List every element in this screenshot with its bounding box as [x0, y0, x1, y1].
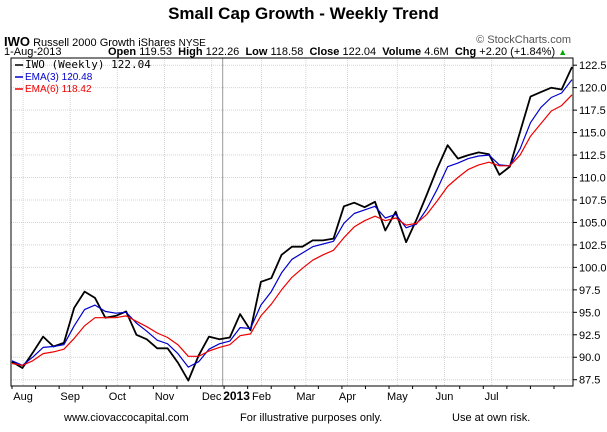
x-tick-label: 2013 — [223, 389, 250, 403]
series-line — [11, 94, 573, 366]
high-value: 122.26 — [205, 46, 240, 58]
legend-label: IWO (Weekly) 122.04 — [25, 58, 151, 71]
y-tick-label: 100.0 — [579, 262, 607, 274]
ohlc-line: Open 119.53 High 122.26 Low 118.58 Close… — [108, 46, 567, 58]
x-tick-label: Feb — [252, 391, 271, 403]
low-label: Low — [245, 46, 268, 58]
chg-label: Chg — [454, 46, 477, 58]
x-tick-label: Aug — [13, 391, 33, 403]
price-chart: 87.5 90.0 92.5 95.0 97.5 100.0 102.5 105.0 107.5… — [10, 57, 607, 403]
legend-label: EMA(6) 118.42 — [25, 84, 92, 95]
series-line — [11, 79, 573, 368]
y-tick-label: 87.5 — [579, 375, 600, 387]
y-tick-label: 122.5 — [579, 60, 607, 72]
footer-risk: Use at own risk. — [452, 412, 531, 424]
exchange-name: NYSE — [178, 38, 206, 49]
series-line — [11, 66, 573, 382]
y-tick-label: 95.0 — [579, 307, 600, 319]
y-tick-label: 117.5 — [579, 105, 606, 117]
y-tick-label: 90.0 — [579, 352, 600, 364]
y-tick-label: 112.5 — [579, 150, 606, 162]
y-tick-label: 110.0 — [579, 173, 606, 185]
x-tick-label: Apr — [339, 391, 356, 403]
up-arrow-icon: ▲ — [558, 47, 568, 57]
footer-disclaimer: For illustrative purposes only. — [240, 412, 383, 424]
ticker-symbol: IWO — [4, 34, 30, 49]
legend-label: EMA(3) 120.48 — [25, 72, 93, 83]
watermark: © StockCharts.com — [476, 34, 571, 46]
volume-value: 4.6M — [424, 46, 449, 58]
fund-name: Russell 2000 Growth iShares — [33, 37, 176, 49]
x-tick-label: Dec — [202, 391, 222, 403]
y-tick-label: 105.0 — [579, 217, 607, 229]
y-tick-label: 102.5 — [579, 240, 607, 252]
close-label: Close — [309, 46, 340, 58]
volume-label: Volume — [382, 46, 422, 58]
y-tick-label: 92.5 — [579, 330, 600, 342]
x-tick-label: Nov — [155, 391, 175, 403]
open-label: Open — [108, 46, 137, 58]
symbol-line: IWO Russell 2000 Growth iShares NYSE — [4, 34, 206, 49]
x-tick-label: Sep — [60, 391, 80, 403]
plot-frame — [10, 57, 574, 387]
y-tick-label: 107.5 — [579, 195, 607, 207]
y-tick-label: 97.5 — [579, 285, 600, 297]
x-tick-label: Jun — [436, 391, 454, 403]
high-label: High — [178, 46, 203, 58]
open-value: 119.53 — [139, 46, 173, 58]
x-tick-label: Jul — [485, 391, 499, 403]
x-tick-label: Oct — [109, 391, 126, 403]
close-value: 122.04 — [342, 46, 377, 58]
y-tick-label: 115.0 — [579, 128, 606, 140]
y-tick-label: 120.0 — [579, 83, 607, 95]
date-label: 1-Aug-2013 — [4, 46, 62, 58]
x-tick-label: Mar — [296, 391, 315, 403]
x-tick-label: May — [387, 391, 408, 403]
low-value: 118.58 — [270, 46, 304, 58]
chg-value: +2.20 (+1.84%) — [479, 46, 556, 58]
footer-site: www.ciovaccocapital.com — [64, 412, 189, 424]
chart-title: Small Cap Growth - Weekly Trend — [168, 4, 439, 23]
